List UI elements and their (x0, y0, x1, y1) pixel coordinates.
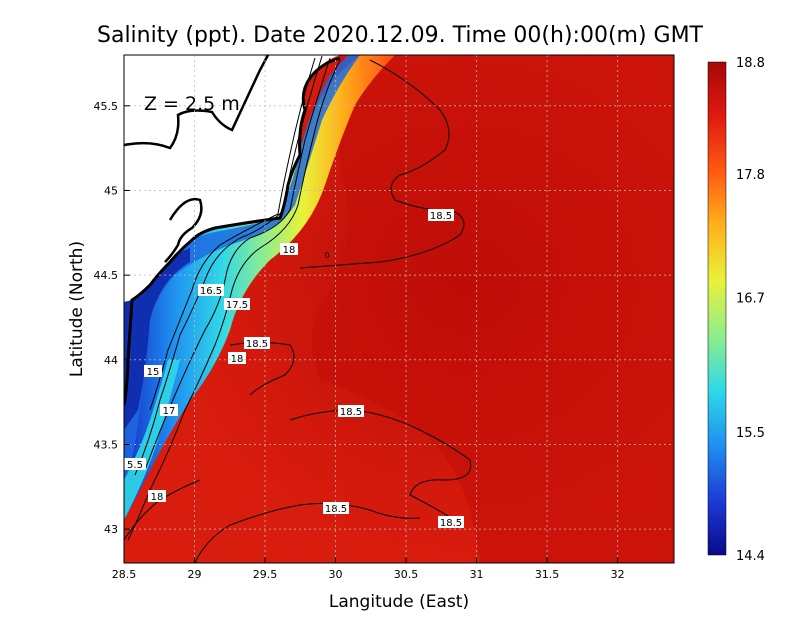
svg-text:17: 17 (163, 406, 176, 417)
x-tick-label: 29.5 (253, 568, 278, 581)
svg-text:18.5: 18.5 (440, 518, 462, 529)
depth-label: Z = 2.5 m (144, 93, 240, 115)
svg-text:17.5: 17.5 (226, 300, 248, 311)
contour-label: 18.5 (244, 337, 270, 350)
x-tick-label: 31 (470, 568, 484, 581)
contour-18-5-north (299, 59, 465, 269)
svg-text:18.5: 18.5 (340, 407, 362, 418)
x-axis-label: Langitude (East) (329, 592, 469, 612)
x-tick-label: 31.5 (535, 568, 560, 581)
svg-text:18: 18 (231, 354, 244, 365)
x-tick-label: 30 (329, 568, 343, 581)
contour-label: 15 (144, 365, 162, 378)
y-axis-ticks: 43 43.5 44 44.5 45 45.5 (94, 100, 130, 536)
shelf-water-band (124, 55, 395, 520)
svg-text:18.5: 18.5 (246, 339, 268, 350)
y-tick-label: 45.5 (94, 100, 119, 113)
svg-text:0: 0 (324, 251, 329, 260)
contour-16-5 (149, 57, 316, 411)
svg-text:15: 15 (147, 367, 160, 378)
svg-text:18.5: 18.5 (325, 504, 347, 515)
contour-label: 18.5 (428, 209, 454, 222)
x-axis-ticks: 28.5 29 29.5 30 30.5 31 31.5 32 (112, 557, 625, 581)
plot-frame (123, 54, 675, 564)
contour-17 (134, 55, 323, 476)
y-tick-label: 45 (104, 184, 118, 197)
svg-text:18.5: 18.5 (430, 211, 452, 222)
contour-label: 18 (280, 243, 298, 256)
contour-label: 18.5 (323, 502, 349, 515)
coastline (124, 56, 341, 406)
colorbar (707, 61, 727, 556)
x-tick-label: 30.5 (394, 568, 419, 581)
contour-label: 5.5 (124, 458, 146, 471)
contour-label: 18 (228, 352, 246, 365)
coastline-inner-detail-2 (164, 197, 203, 263)
svg-text:18: 18 (283, 245, 296, 256)
contour-label: 17 (160, 404, 178, 417)
contour-label: 0 (324, 251, 329, 260)
contour-label: 16.5 (198, 284, 224, 297)
cyan-strip (124, 360, 180, 520)
map-grid (124, 55, 674, 563)
colorbar-tick-label: 17.8 (736, 168, 765, 183)
y-tick-label: 44 (104, 354, 118, 367)
colorbar-ticks: 18.8 17.8 16.7 15.5 14.4 (736, 56, 765, 564)
x-tick-label: 32 (611, 568, 625, 581)
contour-labels: 18.5 18 16.5 17.5 18.5 18 15 17 18.5 5.5… (124, 209, 464, 529)
colorbar-tick-label: 18.8 (736, 56, 765, 71)
x-tick-label: 28.5 (112, 568, 137, 581)
svg-text:5.5: 5.5 (127, 460, 143, 471)
y-tick-label: 43 (104, 523, 118, 536)
x-tick-label: 29 (188, 568, 202, 581)
coastal-blue-strip (124, 55, 360, 480)
contour-18-shelf (127, 59, 341, 541)
contour-label: 18.5 (338, 405, 364, 418)
contour-18-5-south-b (194, 502, 421, 563)
map-title: Salinity (ppt). Date 2020.12.09. Time 00… (97, 23, 704, 48)
contour-label: 18 (148, 490, 166, 503)
map-plot-area: 18.5 18 16.5 17.5 18.5 18 15 17 18.5 5.5… (124, 55, 674, 563)
contour-17-5 (144, 57, 331, 471)
colorbar-tick-label: 14.4 (736, 549, 765, 564)
open-sea-deep-red (312, 55, 674, 563)
y-axis-label: Latitude (North) (67, 241, 87, 377)
colorbar-tick-label: 15.5 (736, 426, 765, 441)
svg-text:16.5: 16.5 (200, 286, 222, 297)
colorbar-tick-label: 16.7 (736, 291, 765, 306)
y-tick-label: 44.5 (94, 269, 119, 282)
svg-text:18: 18 (151, 492, 164, 503)
contour-label: 18.5 (438, 516, 464, 529)
y-tick-label: 43.5 (94, 438, 119, 451)
coastline-inner-detail (124, 55, 270, 150)
contour-label: 17.5 (224, 298, 250, 311)
